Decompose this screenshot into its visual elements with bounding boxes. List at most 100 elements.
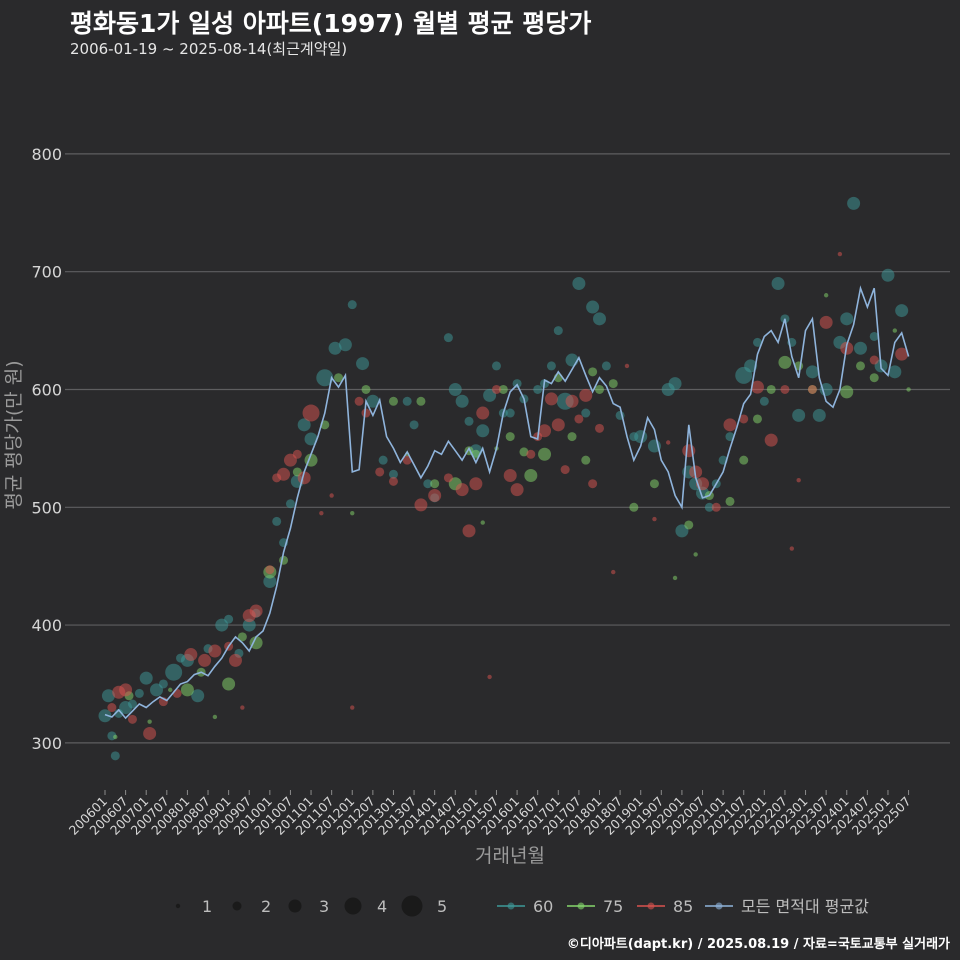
source-caption: ©디아파트(dapt.kr) / 2025.08.19 / 자료=국토교통부 실…	[566, 937, 950, 952]
point-85	[796, 477, 801, 483]
point-85	[665, 440, 671, 445]
size-legend-label: 3	[319, 897, 329, 916]
point-75	[430, 479, 440, 489]
point-75	[684, 520, 694, 530]
point-60	[263, 575, 277, 588]
point-75	[180, 683, 194, 697]
point-60	[423, 479, 433, 489]
point-75	[524, 468, 538, 482]
point-60	[272, 516, 282, 526]
point-60	[725, 432, 735, 442]
point-85	[819, 315, 833, 329]
point-60	[601, 361, 611, 371]
point-60	[805, 365, 819, 379]
point-85	[588, 479, 598, 489]
point-60	[402, 396, 412, 406]
color-legend-label: 85	[673, 897, 693, 916]
point-60	[572, 276, 586, 290]
point-75	[629, 502, 639, 512]
point-60	[847, 196, 861, 210]
point-75	[212, 714, 218, 720]
point-60	[443, 333, 453, 343]
point-75	[279, 555, 289, 565]
point-60	[581, 408, 591, 418]
point-60	[593, 312, 607, 326]
point-60	[347, 300, 357, 310]
y-tick-label: 300	[31, 734, 62, 753]
point-75	[892, 328, 898, 333]
point-60	[895, 304, 909, 318]
point-85	[297, 471, 311, 485]
point-85	[807, 384, 817, 394]
point-60	[139, 671, 153, 685]
color-legend-dot	[577, 902, 585, 910]
point-75	[350, 510, 355, 516]
chart-title: 평화동1가 일성 아파트(1997) 월별 평균 평당가	[70, 9, 592, 38]
point-75	[778, 355, 792, 369]
point-85	[302, 404, 320, 422]
point-85	[292, 449, 302, 459]
point-85	[869, 355, 879, 365]
point-75	[869, 373, 879, 383]
point-75	[361, 384, 371, 394]
point-60	[505, 408, 515, 418]
size-legend-dot	[232, 901, 242, 911]
point-75	[906, 387, 911, 392]
point-60	[409, 420, 419, 430]
point-85	[443, 473, 453, 483]
point-75	[595, 384, 605, 394]
point-85	[837, 251, 843, 257]
point-75	[147, 719, 152, 724]
point-60	[744, 359, 758, 373]
point-60	[165, 663, 183, 681]
point-60	[840, 312, 854, 326]
point-85	[249, 604, 263, 618]
size-legend-dot	[401, 895, 423, 917]
point-85	[780, 384, 790, 394]
point-60	[134, 688, 144, 698]
point-60	[356, 357, 370, 371]
point-85	[375, 467, 385, 477]
point-60	[634, 430, 648, 444]
point-75	[672, 575, 678, 581]
point-85	[789, 546, 795, 551]
point-85	[574, 414, 584, 424]
point-75	[388, 396, 398, 406]
point-85	[652, 516, 657, 522]
y-tick-label: 800	[31, 145, 62, 164]
point-60	[853, 341, 867, 355]
size-legend-label: 5	[437, 897, 447, 916]
point-75	[538, 447, 552, 461]
point-85	[240, 705, 245, 710]
point-60	[127, 699, 137, 709]
point-75	[334, 373, 344, 383]
size-legend-dot	[175, 903, 181, 909]
x-axis-label: 거래년월	[475, 845, 545, 867]
point-75	[739, 455, 749, 465]
point-60	[546, 361, 556, 371]
point-85	[428, 489, 442, 503]
point-75	[588, 367, 598, 377]
color-legend-dot	[715, 902, 723, 910]
point-60	[771, 276, 785, 290]
point-60	[297, 418, 311, 432]
average-line	[104, 285, 910, 720]
point-85	[595, 423, 605, 433]
point-60	[366, 394, 380, 408]
y-tick-label: 400	[31, 616, 62, 635]
point-60	[448, 382, 462, 396]
point-85	[228, 653, 242, 667]
point-75	[498, 384, 508, 394]
point-60	[704, 502, 714, 512]
point-85	[510, 483, 524, 497]
point-75	[823, 293, 829, 298]
point-75	[567, 432, 577, 442]
point-85	[198, 653, 212, 667]
point-60	[191, 689, 205, 703]
point-85	[895, 347, 909, 361]
point-60	[888, 365, 902, 379]
point-60	[224, 614, 234, 624]
average-line-path	[104, 285, 910, 720]
point-60	[533, 384, 543, 394]
point-60	[242, 618, 256, 632]
